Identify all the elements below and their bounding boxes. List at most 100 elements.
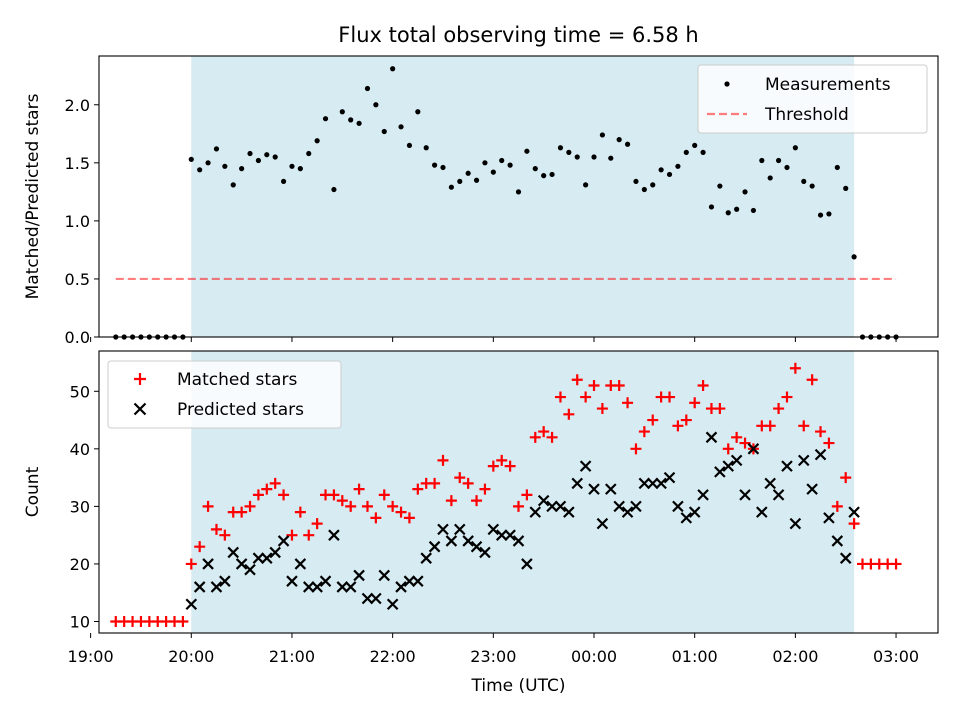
xtick-label: 20:00 <box>168 647 214 666</box>
matched-point <box>303 529 315 541</box>
measurement-point <box>457 178 463 185</box>
predicted-point <box>412 575 424 587</box>
predicted-point <box>630 500 642 513</box>
measurement-point <box>809 183 815 189</box>
measurement-point <box>574 154 580 160</box>
predicted-point <box>319 575 332 587</box>
measurement-point <box>734 206 740 212</box>
matched-point <box>806 374 818 386</box>
measurement-point <box>775 157 782 164</box>
matched-point <box>387 500 399 512</box>
matched-point <box>630 443 642 455</box>
matched-point <box>487 460 499 472</box>
top-ytick-label: 1.0 <box>65 212 90 231</box>
predicted-point <box>521 558 533 570</box>
measurement-point <box>306 150 312 157</box>
matched-point <box>294 506 306 518</box>
measurement-point <box>406 142 413 149</box>
matched-point <box>513 500 524 512</box>
measurement-point <box>566 149 572 155</box>
matched-point <box>395 506 407 518</box>
matched-point <box>529 431 541 443</box>
bottom-axes-frame <box>98 350 939 634</box>
xtick-label: 21:00 <box>269 647 315 666</box>
predicted-point <box>688 506 701 518</box>
matched-point <box>773 403 785 415</box>
measurement-point <box>557 145 564 151</box>
matched-point <box>840 472 852 484</box>
measurement-point <box>381 128 387 135</box>
measurement-point <box>390 66 396 72</box>
predicted-point <box>302 581 315 593</box>
matched-point <box>445 495 457 507</box>
predicted-point <box>495 529 508 541</box>
measurement-point <box>524 148 530 154</box>
matched-point <box>823 437 835 449</box>
top-ytick-label: 0.5 <box>65 270 90 289</box>
predicted-point <box>479 546 491 559</box>
matched-point <box>638 426 650 438</box>
matched-point <box>538 426 550 438</box>
legend-predicted-label: Predicted stars <box>177 400 304 420</box>
measurement-point <box>583 182 589 188</box>
predicted-point <box>504 529 516 541</box>
predicted-point <box>613 500 625 513</box>
matched-point <box>236 506 248 518</box>
bottom-x-axis-label: Time (UTC) <box>471 676 566 696</box>
xtick-label: 03:00 <box>873 647 919 666</box>
measurement-point <box>658 167 664 173</box>
measurement-point <box>767 175 773 181</box>
predicted-point <box>772 489 785 501</box>
matched-point <box>471 495 483 507</box>
measurement-point <box>239 166 245 172</box>
measurement-point <box>532 166 538 172</box>
matched-point <box>353 483 365 495</box>
measurement-point <box>205 160 211 166</box>
matched-point <box>269 477 281 489</box>
measurement-point <box>784 164 790 171</box>
measurement-point <box>507 162 513 168</box>
predicted-point <box>370 592 382 605</box>
bottom-ytick-label: 30 <box>70 497 90 516</box>
measurement-point <box>197 167 203 173</box>
measurement-point <box>432 162 438 168</box>
matched-point <box>689 397 701 409</box>
measurement-point <box>213 146 220 152</box>
predicted-point <box>227 546 240 559</box>
measurement-point <box>188 156 194 162</box>
predicted-point <box>764 477 776 490</box>
measurement-point <box>348 117 354 123</box>
measurement-point <box>700 149 706 155</box>
predicted-point <box>655 477 667 490</box>
predicted-point <box>386 598 399 611</box>
measurement-point <box>608 155 614 161</box>
matched-point <box>664 391 676 403</box>
predicted-point <box>680 512 693 524</box>
matched-point <box>378 489 390 501</box>
predicted-point <box>462 535 474 547</box>
measurement-point <box>272 154 278 160</box>
bottom-legend-box <box>107 360 342 429</box>
predicted-point <box>529 506 542 518</box>
measurement-point <box>499 157 505 164</box>
measurement-point <box>222 163 228 169</box>
top-ytick-label: 0.0 <box>65 328 90 347</box>
measurement-point <box>599 132 606 138</box>
matched-point <box>261 483 273 495</box>
predicted-point <box>202 558 214 570</box>
measurement-point <box>440 164 446 171</box>
measurement-point <box>817 212 824 218</box>
predicted-point <box>344 581 357 593</box>
measurement-point <box>851 254 857 260</box>
measurement-point <box>641 186 647 193</box>
predicted-point <box>193 581 206 593</box>
top-panel: 0.00.51.01.52.0 Matched/Predicted stars … <box>23 55 939 347</box>
xtick-label: 01:00 <box>672 647 718 666</box>
predicted-point <box>797 454 810 467</box>
measurement-point <box>792 145 798 151</box>
bottom-ytick-label: 40 <box>70 440 90 459</box>
predicted-point <box>512 535 525 547</box>
measurement-point <box>297 166 303 172</box>
top-legend: Measurements Threshold <box>697 64 928 134</box>
predicted-point <box>378 569 391 582</box>
